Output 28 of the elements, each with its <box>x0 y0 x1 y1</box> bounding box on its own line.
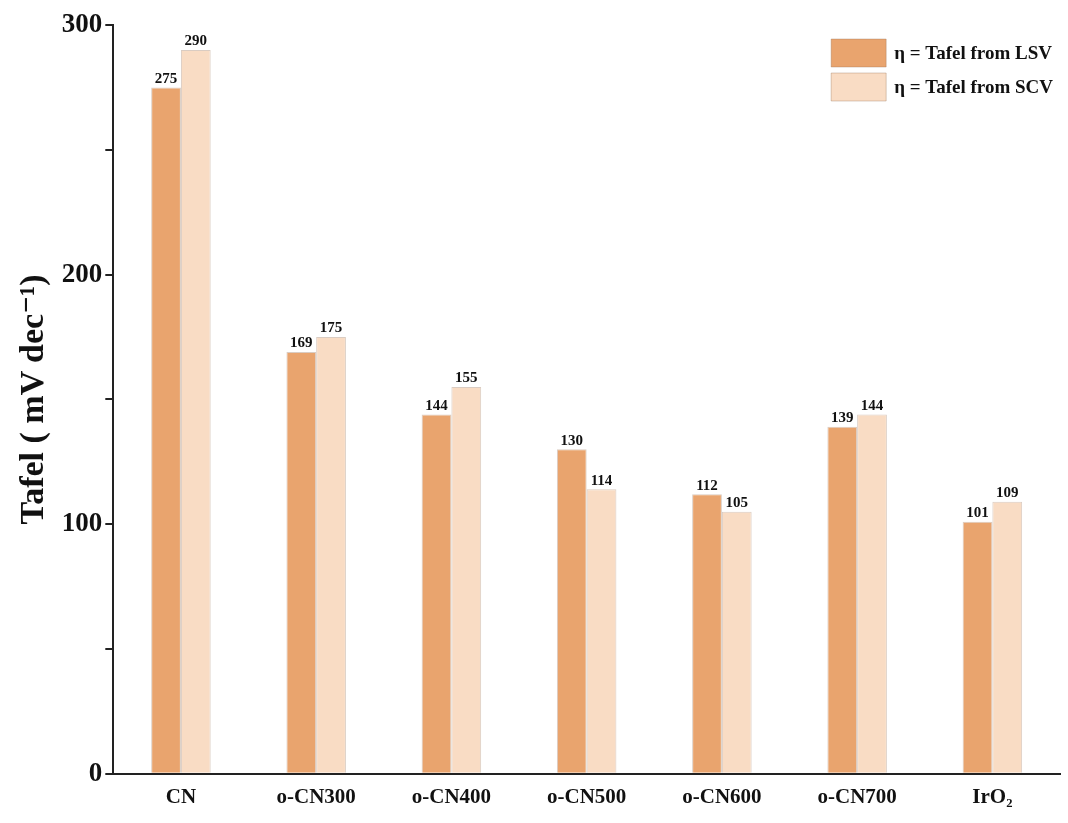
legend-label: η = Tafel from LSV <box>894 41 1053 63</box>
y-axis-title: Tafel ( mV dec⁻¹) <box>13 274 52 525</box>
data-label: 155 <box>455 369 478 386</box>
data-label: 169 <box>290 334 313 351</box>
data-label: 290 <box>184 32 208 49</box>
data-label: 139 <box>831 409 854 426</box>
x-tick-label: o-CN700 <box>817 783 897 808</box>
y-tick-label: 300 <box>61 7 103 38</box>
data-label: 175 <box>319 319 343 336</box>
data-label: 144 <box>425 396 449 413</box>
x-tick-label: o-CN300 <box>276 783 356 808</box>
data-label: 112 <box>696 476 718 493</box>
legend-label: η = Tafel from SCV <box>894 75 1054 97</box>
data-label: 275 <box>154 69 178 86</box>
data-label: 105 <box>725 494 749 511</box>
x-tick-label: o-CN500 <box>546 783 627 808</box>
y-tick-label: 100 <box>61 507 103 538</box>
x-tick-label: o-CN400 <box>411 783 492 808</box>
x-tick-label: o-CN600 <box>682 783 762 808</box>
x-tick-label: CN <box>165 783 197 808</box>
y-tick-label: 0 <box>88 756 103 787</box>
data-label: 109 <box>996 484 1019 501</box>
data-label: 130 <box>560 431 584 448</box>
x-tick-label: IrO₂ <box>972 783 1013 808</box>
y-tick-label: 200 <box>61 257 103 288</box>
data-label: 101 <box>966 504 989 521</box>
data-label: 144 <box>860 396 884 413</box>
data-label: 114 <box>590 471 613 488</box>
